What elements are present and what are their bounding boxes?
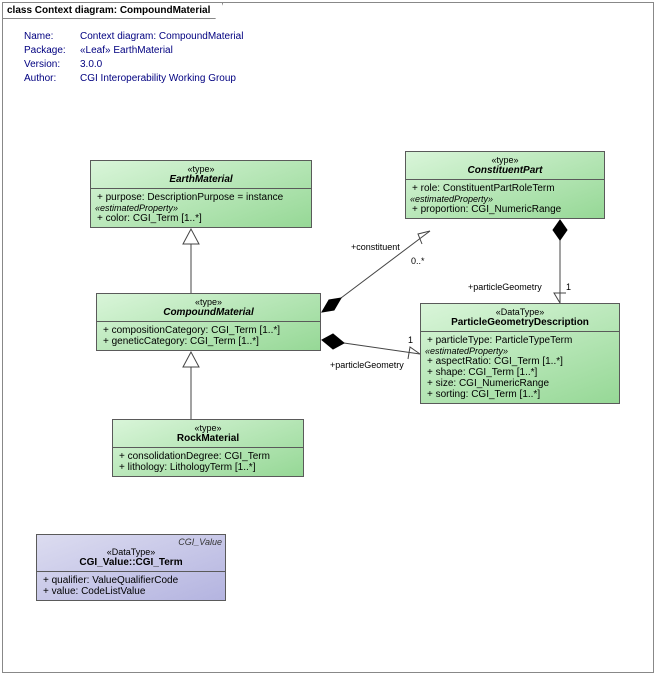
class-constituent-part: «type» ConstituentPart role: Constituent… (405, 151, 605, 219)
class-name: ConstituentPart (410, 165, 600, 176)
meta-key: Author: (24, 72, 80, 86)
class-header: «type» CompoundMaterial (97, 294, 320, 322)
stereotype: «DataType» (425, 307, 615, 317)
class-header: «DataType» ParticleGeometryDescription (421, 304, 619, 332)
multiplicity-label: 0..* (411, 256, 425, 266)
class-header: «type» RockMaterial (113, 420, 303, 448)
attribute: color: CGI_Term [1..*] (97, 213, 305, 224)
attribute: purpose: DescriptionPurpose = instance (97, 192, 305, 203)
class-name: RockMaterial (117, 433, 299, 444)
stereotype: «type» (95, 164, 307, 174)
attribute: role: ConstituentPartRoleTerm (412, 183, 598, 194)
attribute: shape: CGI_Term [1..*] (427, 367, 613, 378)
attribute: size: CGI_NumericRange (427, 378, 613, 389)
attribute-group: «estimatedProperty» (425, 346, 613, 356)
multiplicity-label: 1 (566, 282, 571, 292)
attribute: aspectRatio: CGI_Term [1..*] (427, 356, 613, 367)
class-rock-material: «type» RockMaterial consolidationDegree:… (112, 419, 304, 477)
meta-key: Package: (24, 44, 80, 58)
stereotype: «type» (410, 155, 600, 165)
attribute: consolidationDegree: CGI_Term (119, 451, 297, 462)
attribute: qualifier: ValueQualifierCode (43, 575, 219, 586)
class-header: «type» EarthMaterial (91, 161, 311, 189)
frame-title: class Context diagram: CompoundMaterial (3, 3, 223, 19)
meta-value: 3.0.0 (80, 58, 102, 72)
meta-value: «Leaf» EarthMaterial (80, 44, 173, 58)
class-name: ParticleGeometryDescription (425, 317, 615, 328)
class-particle-geometry: «DataType» ParticleGeometryDescription p… (420, 303, 620, 404)
attribute: proportion: CGI_NumericRange (412, 204, 598, 215)
attribute: sorting: CGI_Term [1..*] (427, 389, 613, 400)
package-tag: CGI_Value (178, 537, 222, 547)
attribute-group: «estimatedProperty» (410, 194, 598, 204)
attribute: particleType: ParticleTypeTerm (427, 335, 613, 346)
stereotype: «type» (117, 423, 299, 433)
stereotype: «DataType» (41, 547, 221, 557)
attribute: compositionCategory: CGI_Term [1..*] (103, 325, 314, 336)
role-label: +particleGeometry (330, 360, 404, 370)
class-name: EarthMaterial (95, 174, 307, 185)
multiplicity-label: 1 (408, 335, 413, 345)
attribute-group: «estimatedProperty» (95, 203, 305, 213)
role-label: +particleGeometry (468, 282, 542, 292)
class-cgi-term: CGI_Value «DataType» CGI_Value::CGI_Term… (36, 534, 226, 601)
meta-value: Context diagram: CompoundMaterial (80, 30, 243, 44)
class-header: «type» ConstituentPart (406, 152, 604, 180)
meta-value: CGI Interoperability Working Group (80, 72, 236, 86)
stereotype: «type» (101, 297, 316, 307)
class-name: CGI_Value::CGI_Term (41, 557, 221, 568)
class-compound-material: «type» CompoundMaterial compositionCateg… (96, 293, 321, 351)
meta-key: Name: (24, 30, 80, 44)
metadata-block: Name:Context diagram: CompoundMaterial P… (24, 30, 243, 86)
attribute: lithology: LithologyTerm [1..*] (119, 462, 297, 473)
class-name: CompoundMaterial (101, 307, 316, 318)
class-earth-material: «type» EarthMaterial purpose: Descriptio… (90, 160, 312, 228)
meta-key: Version: (24, 58, 80, 72)
attribute: geneticCategory: CGI_Term [1..*] (103, 336, 314, 347)
attribute: value: CodeListValue (43, 586, 219, 597)
role-label: +constituent (351, 242, 400, 252)
